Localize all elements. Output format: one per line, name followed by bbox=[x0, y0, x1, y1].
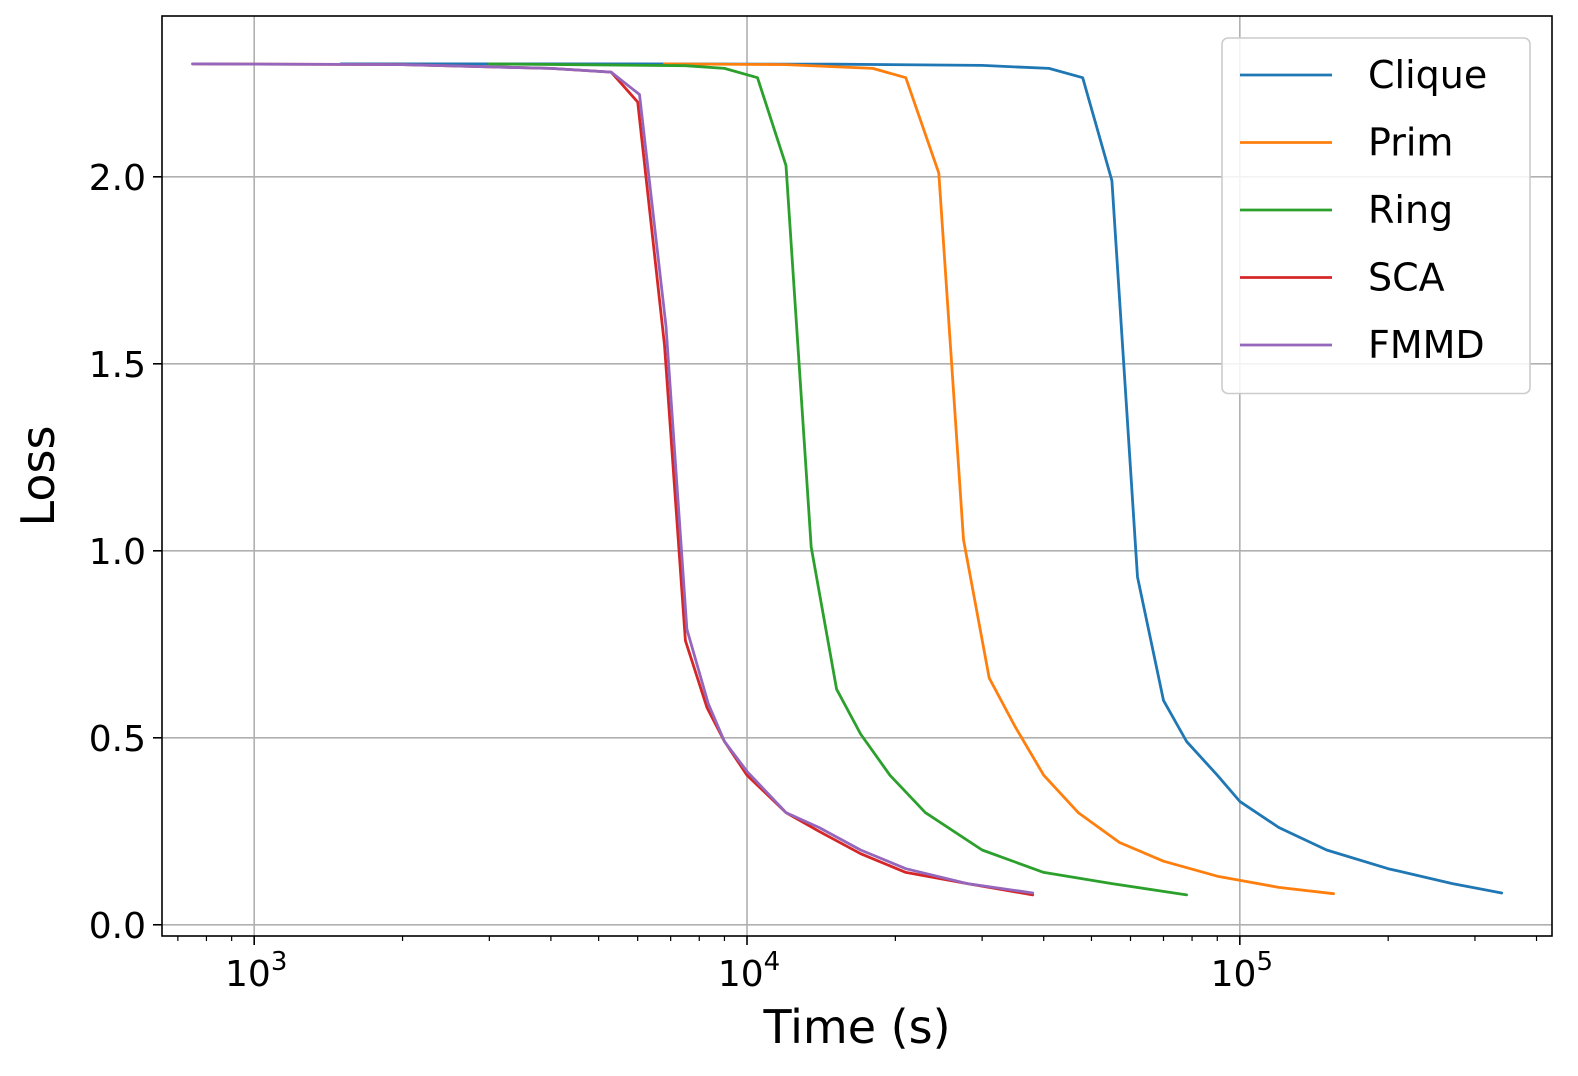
y-tick-label: 0.0 bbox=[89, 906, 146, 947]
legend-label-prim: Prim bbox=[1368, 121, 1453, 165]
x-tick-label: 104 bbox=[718, 947, 780, 995]
series-line-ring bbox=[487, 62, 1188, 897]
y-tick-label: 2.0 bbox=[89, 158, 146, 199]
x-axis-title: Time (s) bbox=[762, 1000, 950, 1054]
y-axis-title: Loss bbox=[11, 426, 65, 527]
y-tick-label: 1.0 bbox=[89, 532, 146, 573]
legend-label-fmmd: FMMD bbox=[1368, 323, 1485, 367]
axis-ticks: 103 104 105 0.0 0.5 1.0 1.5 2.0 bbox=[89, 158, 1538, 995]
series-line-prim bbox=[663, 62, 1335, 896]
x-tick-label: 103 bbox=[225, 947, 287, 995]
legend-box bbox=[1221, 37, 1531, 395]
legend: Clique Prim Ring SCA FMMD bbox=[1221, 37, 1531, 395]
series-lines bbox=[191, 62, 1504, 897]
legend-label-clique: Clique bbox=[1368, 53, 1487, 97]
y-tick-label: 0.5 bbox=[89, 719, 146, 760]
x-tick-label: 105 bbox=[1211, 947, 1273, 995]
legend-label-ring: Ring bbox=[1368, 188, 1453, 232]
series-line-fmmd bbox=[191, 62, 1035, 895]
plot-frame bbox=[161, 15, 1553, 937]
legend-label-sca: SCA bbox=[1368, 256, 1445, 300]
series-line-sca bbox=[191, 62, 1035, 897]
series-line-clique bbox=[339, 62, 1504, 895]
y-tick-label: 1.5 bbox=[89, 345, 146, 386]
